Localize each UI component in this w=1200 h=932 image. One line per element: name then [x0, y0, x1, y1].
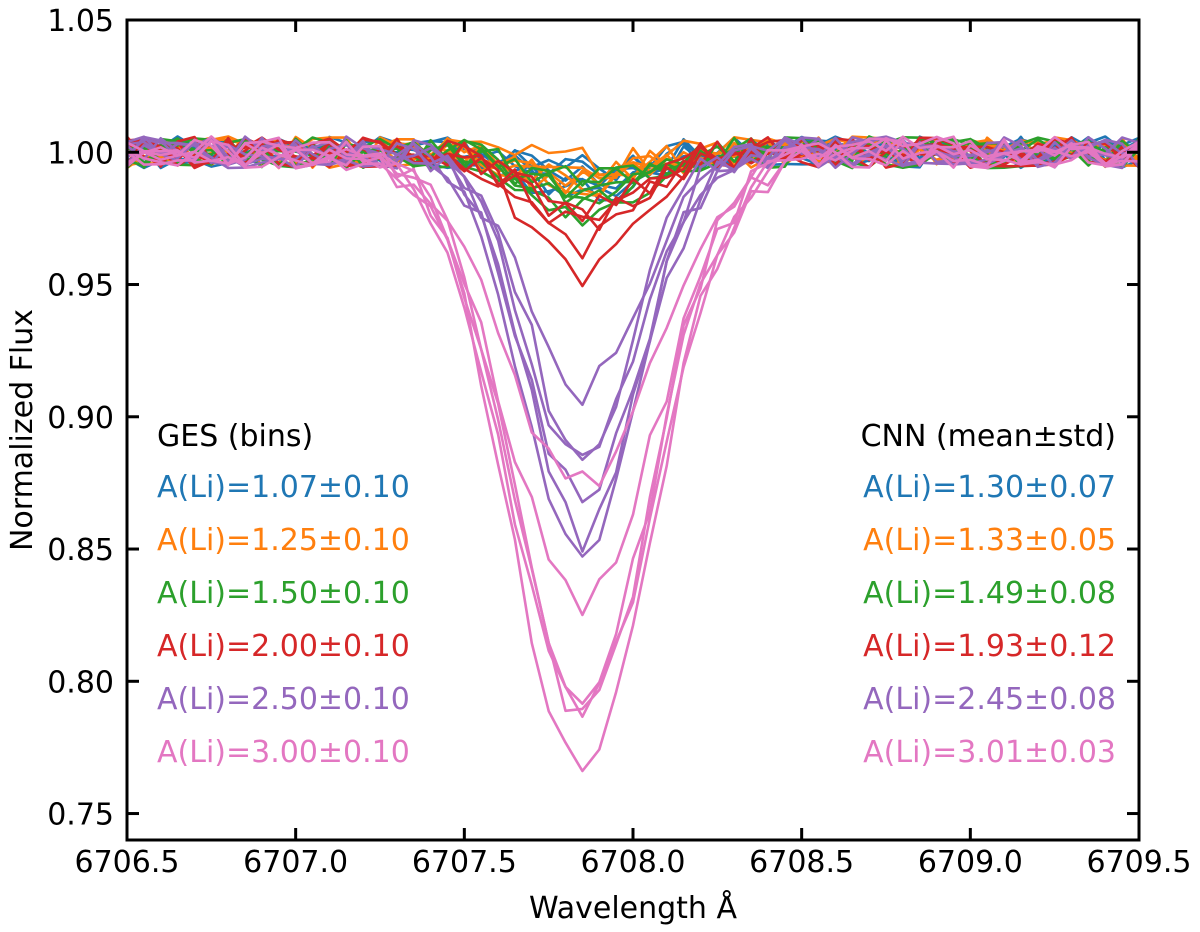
legend-cnn-entry: A(Li)=1.93±0.12 [863, 629, 1116, 664]
legend-cnn-entry: A(Li)=1.33±0.05 [863, 523, 1116, 558]
legend-ges-entry: A(Li)=3.00±0.10 [157, 735, 410, 770]
y-tick-label: 0.75 [47, 798, 114, 833]
legend-left-title: GES (bins) [157, 419, 313, 454]
spectrum-line [127, 135, 1139, 196]
legend-ges-entry: A(Li)=1.25±0.10 [157, 523, 410, 558]
y-tick-label: 0.90 [47, 401, 114, 436]
x-tick-label: 6707.0 [243, 845, 348, 880]
x-tick-label: 6708.0 [581, 845, 686, 880]
x-tick-label: 6708.5 [749, 845, 854, 880]
legend: GES (bins) CNN (mean±std) A(Li)=1.07±0.1… [157, 419, 1116, 770]
x-axis-label: Wavelength Å [529, 890, 738, 926]
axis-tick-labels: 6706.5 6707.0 6707.5 6708.0 6708.5 6709.0 6709… [47, 4, 1191, 880]
axis-ticks [125, 18, 1141, 840]
legend-cnn-entry: A(Li)=3.01±0.03 [863, 735, 1116, 770]
legend-cnn-entry: A(Li)=1.49±0.08 [863, 576, 1116, 611]
y-tick-label: 1.05 [47, 4, 114, 39]
y-tick-label: 0.80 [47, 665, 114, 700]
legend-ges-entry: A(Li)=1.07±0.10 [157, 470, 410, 505]
legend-cnn-entry: A(Li)=1.30±0.07 [863, 470, 1116, 505]
x-tick-label: 6709.5 [1087, 845, 1192, 880]
x-tick-label: 6707.5 [412, 845, 517, 880]
x-tick-label: 6706.5 [75, 845, 180, 880]
legend-ges-entry: A(Li)=1.50±0.10 [157, 576, 410, 611]
spectrum-line [127, 135, 1139, 488]
spectrum-line [127, 135, 1139, 617]
legend-ges-entry: A(Li)=2.50±0.10 [157, 682, 410, 717]
y-tick-label: 1.00 [47, 136, 114, 171]
y-axis-label: Normalized Flux [5, 309, 40, 551]
spectrum-line [127, 137, 1139, 773]
y-tick-label: 0.95 [47, 269, 114, 304]
legend-cnn-entry: A(Li)=2.45±0.08 [863, 682, 1116, 717]
x-tick-label: 6709.0 [918, 845, 1023, 880]
y-tick-label: 0.85 [47, 533, 114, 568]
legend-right-title: CNN (mean±std) [861, 419, 1116, 454]
spectra-lines [127, 135, 1139, 773]
legend-ges-entry: A(Li)=2.00±0.10 [157, 629, 410, 664]
